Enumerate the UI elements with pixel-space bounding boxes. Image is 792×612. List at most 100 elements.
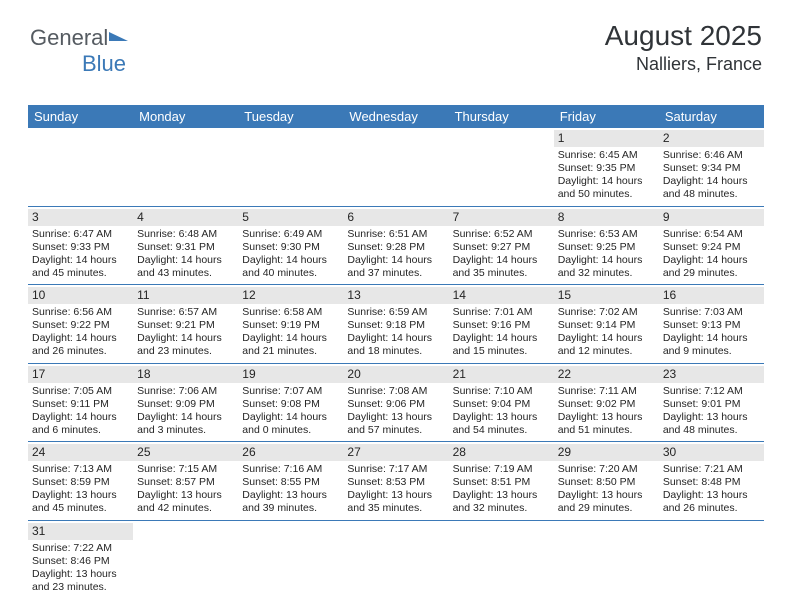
- week-row: 31Sunrise: 7:22 AMSunset: 8:46 PMDayligh…: [28, 521, 764, 599]
- daylight-text: Daylight: 13 hours and 48 minutes.: [663, 411, 760, 437]
- daylight-text: Daylight: 14 hours and 50 minutes.: [558, 175, 655, 201]
- sunrise-text: Sunrise: 7:06 AM: [137, 385, 234, 398]
- location: Nalliers, France: [605, 54, 762, 75]
- sunset-text: Sunset: 8:57 PM: [137, 476, 234, 489]
- day-cell: 19Sunrise: 7:07 AMSunset: 9:08 PMDayligh…: [238, 364, 343, 442]
- sunset-text: Sunset: 9:01 PM: [663, 398, 760, 411]
- day-cell: 7Sunrise: 6:52 AMSunset: 9:27 PMDaylight…: [449, 207, 554, 285]
- day-number: 28: [449, 444, 554, 461]
- daylight-text: Daylight: 14 hours and 43 minutes.: [137, 254, 234, 280]
- day-number: 20: [343, 366, 448, 383]
- week-row: 17Sunrise: 7:05 AMSunset: 9:11 PMDayligh…: [28, 364, 764, 443]
- sunset-text: Sunset: 8:55 PM: [242, 476, 339, 489]
- day-cell: 1Sunrise: 6:45 AMSunset: 9:35 PMDaylight…: [554, 128, 659, 206]
- sunrise-text: Sunrise: 6:56 AM: [32, 306, 129, 319]
- sunrise-text: Sunrise: 7:15 AM: [137, 463, 234, 476]
- day-number: 13: [343, 287, 448, 304]
- day-number: 24: [28, 444, 133, 461]
- daylight-text: Daylight: 13 hours and 23 minutes.: [32, 568, 129, 594]
- daylight-text: Daylight: 13 hours and 35 minutes.: [347, 489, 444, 515]
- sunset-text: Sunset: 8:46 PM: [32, 555, 129, 568]
- day-header-cell: Friday: [554, 105, 659, 128]
- day-cell: 4Sunrise: 6:48 AMSunset: 9:31 PMDaylight…: [133, 207, 238, 285]
- sunset-text: Sunset: 8:53 PM: [347, 476, 444, 489]
- day-number: 2: [659, 130, 764, 147]
- day-cell: 24Sunrise: 7:13 AMSunset: 8:59 PMDayligh…: [28, 442, 133, 520]
- daylight-text: Daylight: 14 hours and 48 minutes.: [663, 175, 760, 201]
- day-cell: 30Sunrise: 7:21 AMSunset: 8:48 PMDayligh…: [659, 442, 764, 520]
- daylight-text: Daylight: 14 hours and 15 minutes.: [453, 332, 550, 358]
- day-header-cell: Saturday: [659, 105, 764, 128]
- sunrise-text: Sunrise: 7:07 AM: [242, 385, 339, 398]
- logo: General Blue: [30, 25, 130, 77]
- empty-cell: [133, 128, 238, 206]
- empty-cell: [238, 521, 343, 599]
- logo-flag-icon: [108, 31, 130, 47]
- sunset-text: Sunset: 8:51 PM: [453, 476, 550, 489]
- sunset-text: Sunset: 9:02 PM: [558, 398, 655, 411]
- day-number: 16: [659, 287, 764, 304]
- daylight-text: Daylight: 13 hours and 39 minutes.: [242, 489, 339, 515]
- sunset-text: Sunset: 9:33 PM: [32, 241, 129, 254]
- daylight-text: Daylight: 14 hours and 21 minutes.: [242, 332, 339, 358]
- sunset-text: Sunset: 9:08 PM: [242, 398, 339, 411]
- sunset-text: Sunset: 9:11 PM: [32, 398, 129, 411]
- day-cell: 11Sunrise: 6:57 AMSunset: 9:21 PMDayligh…: [133, 285, 238, 363]
- daylight-text: Daylight: 13 hours and 54 minutes.: [453, 411, 550, 437]
- day-number: 15: [554, 287, 659, 304]
- daylight-text: Daylight: 14 hours and 40 minutes.: [242, 254, 339, 280]
- sunrise-text: Sunrise: 7:11 AM: [558, 385, 655, 398]
- day-header-cell: Sunday: [28, 105, 133, 128]
- empty-cell: [133, 521, 238, 599]
- sunrise-text: Sunrise: 7:13 AM: [32, 463, 129, 476]
- sunrise-text: Sunrise: 7:01 AM: [453, 306, 550, 319]
- daylight-text: Daylight: 14 hours and 18 minutes.: [347, 332, 444, 358]
- day-number: 29: [554, 444, 659, 461]
- sunrise-text: Sunrise: 7:16 AM: [242, 463, 339, 476]
- sunset-text: Sunset: 9:19 PM: [242, 319, 339, 332]
- daylight-text: Daylight: 14 hours and 12 minutes.: [558, 332, 655, 358]
- day-number: 4: [133, 209, 238, 226]
- day-number: 27: [343, 444, 448, 461]
- daylight-text: Daylight: 14 hours and 35 minutes.: [453, 254, 550, 280]
- sunrise-text: Sunrise: 6:59 AM: [347, 306, 444, 319]
- sunrise-text: Sunrise: 6:47 AM: [32, 228, 129, 241]
- day-header-cell: Thursday: [449, 105, 554, 128]
- day-number: 11: [133, 287, 238, 304]
- day-cell: 10Sunrise: 6:56 AMSunset: 9:22 PMDayligh…: [28, 285, 133, 363]
- empty-cell: [28, 128, 133, 206]
- sunset-text: Sunset: 9:25 PM: [558, 241, 655, 254]
- day-number: 21: [449, 366, 554, 383]
- daylight-text: Daylight: 13 hours and 26 minutes.: [663, 489, 760, 515]
- daylight-text: Daylight: 14 hours and 32 minutes.: [558, 254, 655, 280]
- month-title: August 2025: [605, 20, 762, 52]
- day-header-cell: Monday: [133, 105, 238, 128]
- sunset-text: Sunset: 9:09 PM: [137, 398, 234, 411]
- day-cell: 20Sunrise: 7:08 AMSunset: 9:06 PMDayligh…: [343, 364, 448, 442]
- sunrise-text: Sunrise: 7:03 AM: [663, 306, 760, 319]
- week-row: 3Sunrise: 6:47 AMSunset: 9:33 PMDaylight…: [28, 207, 764, 286]
- day-number: 18: [133, 366, 238, 383]
- day-cell: 9Sunrise: 6:54 AMSunset: 9:24 PMDaylight…: [659, 207, 764, 285]
- sunset-text: Sunset: 9:30 PM: [242, 241, 339, 254]
- sunset-text: Sunset: 9:27 PM: [453, 241, 550, 254]
- day-number: 30: [659, 444, 764, 461]
- day-number: 12: [238, 287, 343, 304]
- header: August 2025 Nalliers, France: [605, 20, 762, 75]
- sunset-text: Sunset: 9:31 PM: [137, 241, 234, 254]
- day-cell: 28Sunrise: 7:19 AMSunset: 8:51 PMDayligh…: [449, 442, 554, 520]
- sunrise-text: Sunrise: 7:10 AM: [453, 385, 550, 398]
- sunset-text: Sunset: 9:34 PM: [663, 162, 760, 175]
- sunset-text: Sunset: 9:24 PM: [663, 241, 760, 254]
- sunset-text: Sunset: 9:18 PM: [347, 319, 444, 332]
- logo-text-2: Blue: [82, 51, 126, 76]
- sunrise-text: Sunrise: 6:58 AM: [242, 306, 339, 319]
- day-header-cell: Tuesday: [238, 105, 343, 128]
- day-number: 19: [238, 366, 343, 383]
- sunrise-text: Sunrise: 6:54 AM: [663, 228, 760, 241]
- daylight-text: Daylight: 13 hours and 45 minutes.: [32, 489, 129, 515]
- daylight-text: Daylight: 13 hours and 57 minutes.: [347, 411, 444, 437]
- day-cell: 26Sunrise: 7:16 AMSunset: 8:55 PMDayligh…: [238, 442, 343, 520]
- day-cell: 3Sunrise: 6:47 AMSunset: 9:33 PMDaylight…: [28, 207, 133, 285]
- daylight-text: Daylight: 14 hours and 3 minutes.: [137, 411, 234, 437]
